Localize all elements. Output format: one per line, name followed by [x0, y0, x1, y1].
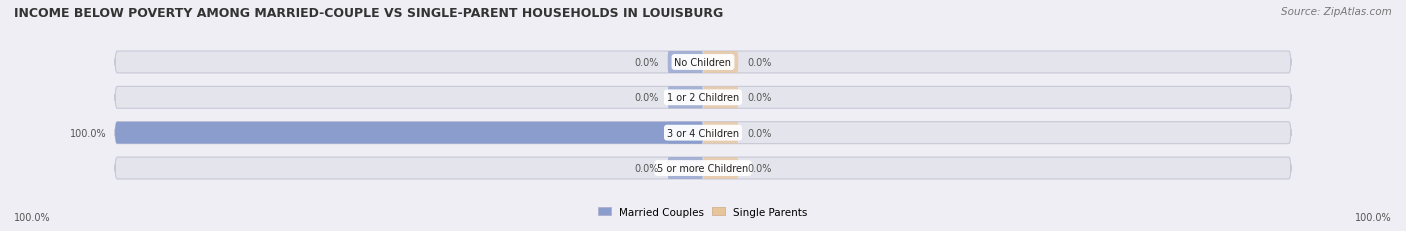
- Text: 100.0%: 100.0%: [1355, 212, 1392, 222]
- Text: 0.0%: 0.0%: [747, 128, 772, 138]
- Text: 100.0%: 100.0%: [69, 128, 107, 138]
- Legend: Married Couples, Single Parents: Married Couples, Single Parents: [599, 207, 807, 217]
- Text: 3 or 4 Children: 3 or 4 Children: [666, 128, 740, 138]
- FancyBboxPatch shape: [668, 52, 703, 74]
- Text: 5 or more Children: 5 or more Children: [658, 163, 748, 173]
- FancyBboxPatch shape: [115, 122, 1291, 144]
- Text: No Children: No Children: [675, 58, 731, 68]
- FancyBboxPatch shape: [703, 122, 738, 144]
- Text: Source: ZipAtlas.com: Source: ZipAtlas.com: [1281, 7, 1392, 17]
- FancyBboxPatch shape: [115, 52, 1291, 74]
- FancyBboxPatch shape: [668, 157, 703, 179]
- FancyBboxPatch shape: [668, 122, 703, 144]
- Text: 1 or 2 Children: 1 or 2 Children: [666, 93, 740, 103]
- Text: 0.0%: 0.0%: [634, 58, 659, 68]
- Text: 0.0%: 0.0%: [747, 163, 772, 173]
- FancyBboxPatch shape: [115, 157, 1291, 179]
- Text: 100.0%: 100.0%: [14, 212, 51, 222]
- FancyBboxPatch shape: [703, 157, 738, 179]
- Text: 0.0%: 0.0%: [747, 93, 772, 103]
- Text: 0.0%: 0.0%: [634, 163, 659, 173]
- FancyBboxPatch shape: [115, 122, 703, 144]
- Text: INCOME BELOW POVERTY AMONG MARRIED-COUPLE VS SINGLE-PARENT HOUSEHOLDS IN LOUISBU: INCOME BELOW POVERTY AMONG MARRIED-COUPL…: [14, 7, 723, 20]
- FancyBboxPatch shape: [703, 87, 738, 109]
- Text: 0.0%: 0.0%: [634, 93, 659, 103]
- FancyBboxPatch shape: [115, 87, 1291, 109]
- FancyBboxPatch shape: [703, 52, 738, 74]
- FancyBboxPatch shape: [668, 87, 703, 109]
- Text: 0.0%: 0.0%: [747, 58, 772, 68]
